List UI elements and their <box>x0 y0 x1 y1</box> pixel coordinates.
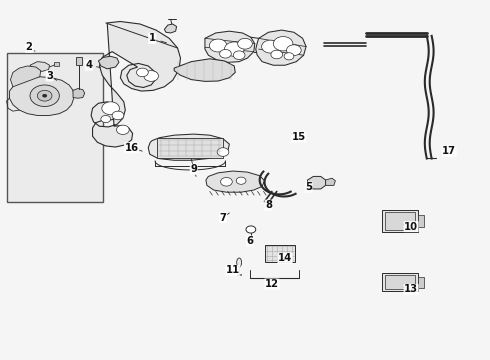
Circle shape <box>284 53 294 60</box>
Circle shape <box>209 39 227 52</box>
Circle shape <box>112 111 124 120</box>
Polygon shape <box>30 62 49 71</box>
Polygon shape <box>205 31 255 62</box>
Bar <box>382 273 418 291</box>
Circle shape <box>238 39 252 49</box>
Polygon shape <box>73 89 85 98</box>
Bar <box>76 57 82 65</box>
Bar <box>265 244 295 262</box>
Text: 15: 15 <box>292 132 306 142</box>
Polygon shape <box>91 22 180 147</box>
Polygon shape <box>9 77 74 116</box>
Circle shape <box>246 226 256 233</box>
Text: 3: 3 <box>46 71 53 81</box>
Polygon shape <box>206 171 265 192</box>
Circle shape <box>37 90 52 101</box>
Circle shape <box>101 116 111 123</box>
Bar <box>418 277 424 288</box>
Polygon shape <box>256 30 306 65</box>
Circle shape <box>220 177 232 186</box>
Circle shape <box>273 37 293 51</box>
Bar <box>382 210 418 232</box>
Polygon shape <box>98 56 119 69</box>
Circle shape <box>287 45 301 55</box>
Bar <box>54 62 59 66</box>
Circle shape <box>102 102 120 115</box>
Text: 13: 13 <box>404 284 418 294</box>
Bar <box>6 53 103 202</box>
Polygon shape <box>326 178 335 185</box>
Text: 16: 16 <box>124 143 139 153</box>
Bar <box>157 138 223 158</box>
Circle shape <box>117 125 129 134</box>
Circle shape <box>233 51 245 59</box>
Circle shape <box>271 50 283 59</box>
Text: 17: 17 <box>442 146 456 156</box>
Text: 9: 9 <box>190 164 197 174</box>
Ellipse shape <box>237 258 242 267</box>
Polygon shape <box>164 24 176 33</box>
Bar <box>385 275 415 289</box>
Text: 5: 5 <box>305 182 312 192</box>
Text: 7: 7 <box>220 213 226 222</box>
Text: 14: 14 <box>278 253 292 263</box>
Circle shape <box>217 148 229 156</box>
Bar <box>385 212 415 230</box>
Text: 2: 2 <box>25 42 32 52</box>
Text: 8: 8 <box>265 200 272 210</box>
Text: 4: 4 <box>85 60 92 70</box>
Circle shape <box>224 42 244 56</box>
Bar <box>418 215 424 227</box>
Polygon shape <box>10 66 41 87</box>
Polygon shape <box>308 176 326 189</box>
Polygon shape <box>148 134 229 160</box>
Circle shape <box>30 85 59 107</box>
Circle shape <box>262 40 279 53</box>
Text: 12: 12 <box>265 279 279 289</box>
Circle shape <box>236 177 246 184</box>
Text: 6: 6 <box>246 236 253 246</box>
Polygon shape <box>174 59 235 81</box>
Circle shape <box>220 49 231 58</box>
Text: 11: 11 <box>226 265 240 275</box>
Text: 1: 1 <box>148 33 156 43</box>
Text: 10: 10 <box>404 222 418 231</box>
Circle shape <box>144 71 159 81</box>
Circle shape <box>137 68 148 77</box>
Circle shape <box>42 94 47 98</box>
